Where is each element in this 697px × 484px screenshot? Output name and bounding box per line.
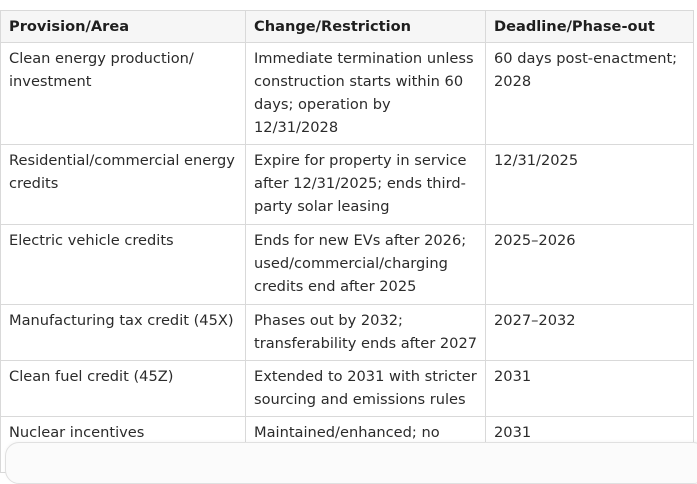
header-deadline: Deadline/Phase-out (485, 10, 694, 43)
cell-change: Expire for property in service after 12/… (245, 144, 486, 225)
cell-provision: Electric vehicle credits (0, 224, 246, 305)
cell-provision: Clean fuel credit (45Z) (0, 360, 246, 417)
cell-deadline: 12/31/2025 (485, 144, 694, 225)
cell-change: Extended to 2031 with stricter sourcing … (245, 360, 486, 417)
cell-change: Phases out by 2032; transferability ends… (245, 304, 486, 361)
policy-table-container: Provision/Area Change/Restriction Deadli… (0, 10, 694, 473)
cell-deadline: 2031 (485, 360, 694, 417)
cell-provision: Residential/commercial energy credits (0, 144, 246, 225)
cell-change: Ends for new EVs after 2026; used/commer… (245, 224, 486, 305)
table-row: Residential/commercial energy credits Ex… (0, 144, 694, 225)
header-change: Change/Restriction (245, 10, 486, 43)
cell-deadline: 2025–2026 (485, 224, 694, 305)
cell-change: Immediate termination unless constructio… (245, 42, 486, 145)
policy-table: Provision/Area Change/Restriction Deadli… (0, 10, 694, 473)
cell-provision: Clean energy production/ investment (0, 42, 246, 145)
table-row: Clean energy production/ investment Imme… (0, 42, 694, 145)
table-row: Clean fuel credit (45Z) Extended to 2031… (0, 360, 694, 417)
message-input-box[interactable] (5, 442, 697, 484)
table-row: Manufacturing tax credit (45X) Phases ou… (0, 304, 694, 361)
table-header-row: Provision/Area Change/Restriction Deadli… (0, 10, 694, 43)
cell-provision: Manufacturing tax credit (45X) (0, 304, 246, 361)
cell-deadline: 2027–2032 (485, 304, 694, 361)
cell-deadline: 60 days post-enactment; 2028 (485, 42, 694, 145)
header-provision: Provision/Area (0, 10, 246, 43)
table-row: Electric vehicle credits Ends for new EV… (0, 224, 694, 305)
